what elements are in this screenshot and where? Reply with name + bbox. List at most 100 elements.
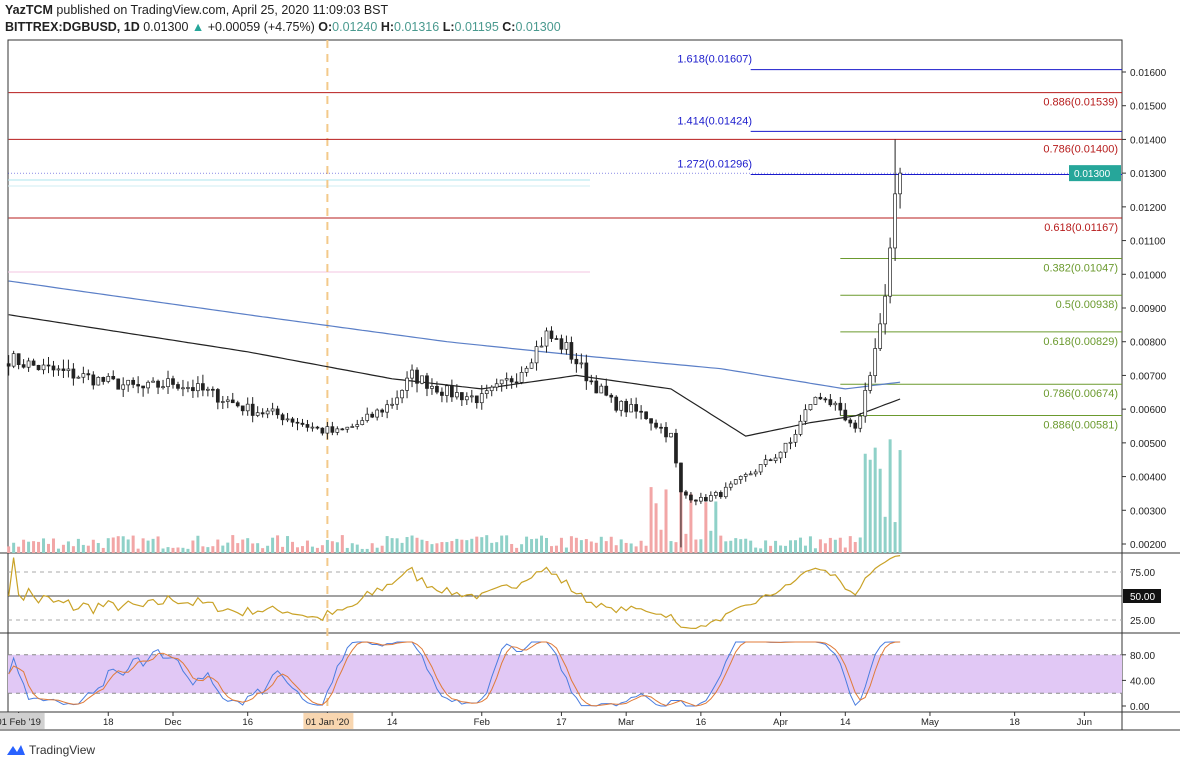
volume-bar <box>121 536 125 553</box>
candle-body <box>868 375 873 391</box>
candle <box>86 369 91 381</box>
candle <box>305 419 310 432</box>
volume-bar <box>734 538 738 553</box>
price-change: +0.00059 (+4.75%) <box>207 20 315 34</box>
candle-body <box>86 373 91 376</box>
volume-bar <box>27 541 31 553</box>
fib-level-label: 0.786(0.01400) <box>1043 143 1118 155</box>
candle <box>704 494 708 502</box>
volume-bar <box>136 548 140 553</box>
candle <box>156 379 160 395</box>
candle <box>340 427 345 431</box>
volume-bar <box>629 543 633 553</box>
candle <box>584 354 589 390</box>
tradingview-logo[interactable]: TradingView <box>6 743 95 757</box>
candle <box>873 338 878 383</box>
candle-body <box>808 404 813 411</box>
volume-bar <box>530 539 534 553</box>
candle <box>21 359 26 369</box>
candle-body <box>758 464 763 473</box>
volume-bar <box>490 542 494 553</box>
candle <box>823 397 828 403</box>
author[interactable]: YazTCM <box>5 3 53 17</box>
candle <box>355 419 360 430</box>
candle-body <box>196 383 200 392</box>
volume-bar <box>126 539 130 553</box>
symbol-interval[interactable]: BITTREX:DGBUSD, 1D <box>5 20 140 34</box>
volume-bar <box>549 546 553 553</box>
volume-bar <box>96 542 100 553</box>
candle <box>853 419 858 433</box>
candle-body <box>171 378 175 385</box>
x-tick-label: 18 <box>1009 717 1020 728</box>
candle-body <box>589 380 594 383</box>
volume-bar <box>221 545 225 553</box>
candle-body <box>76 376 81 379</box>
candle-body <box>31 360 36 366</box>
candle-body <box>11 353 16 367</box>
volume-bar <box>365 548 369 553</box>
volume-bar <box>315 547 319 553</box>
volume-bar <box>405 537 409 553</box>
candle-body <box>91 374 96 386</box>
candle-body <box>614 396 619 411</box>
candle-body <box>639 410 643 413</box>
candle <box>614 395 619 413</box>
candle <box>898 167 902 209</box>
candle <box>883 284 887 335</box>
volume-bar <box>166 547 170 553</box>
stoch-tick-label: 80.00 <box>1130 651 1155 662</box>
candle <box>788 437 793 450</box>
volume-bar <box>156 536 160 553</box>
candle-body <box>888 247 892 297</box>
y-tick-label: 0.00600 <box>1130 405 1167 416</box>
candle <box>534 340 539 371</box>
volume-bar <box>843 547 847 553</box>
candle-body <box>674 432 678 464</box>
candle-body <box>659 426 663 429</box>
candle <box>126 379 131 392</box>
candle-body <box>290 418 295 423</box>
candle <box>186 381 190 393</box>
x-tick-label: Apr <box>773 717 788 728</box>
candle <box>161 379 165 390</box>
close-value: 0.01300 <box>515 20 561 34</box>
candle <box>509 375 514 389</box>
candle-body <box>186 387 190 389</box>
candle-body <box>599 385 604 394</box>
volume-bar <box>161 548 165 553</box>
candle <box>644 411 648 421</box>
volume-bar <box>266 545 270 553</box>
candle <box>524 365 529 377</box>
candle <box>410 364 414 388</box>
volume-bar <box>256 543 260 553</box>
volume-bar <box>211 546 215 553</box>
candle-body <box>320 427 325 434</box>
volume-bar <box>754 547 758 553</box>
candle <box>310 422 315 432</box>
volume-bar <box>569 536 573 553</box>
candle-body <box>624 400 629 413</box>
x-tick-label: Feb <box>474 717 490 728</box>
volume-bar <box>599 536 603 553</box>
candle-body <box>798 420 803 435</box>
volume-bar <box>56 548 60 553</box>
candle-body <box>579 362 584 365</box>
plot-frame <box>7 39 1123 713</box>
volume-bar <box>325 539 329 553</box>
volume-bar <box>76 538 80 553</box>
candle-body <box>285 418 290 421</box>
candle <box>250 397 255 423</box>
candle <box>370 411 375 419</box>
candle-body <box>539 345 544 348</box>
candle-body <box>350 426 355 428</box>
candle <box>46 357 51 374</box>
candle-body <box>220 401 225 403</box>
candle <box>245 397 250 416</box>
volume-bar <box>838 537 842 553</box>
candle-body <box>440 391 444 396</box>
candle-body <box>395 397 399 405</box>
low-label: L: <box>442 20 455 34</box>
x-tick-label: 18 <box>103 717 114 728</box>
